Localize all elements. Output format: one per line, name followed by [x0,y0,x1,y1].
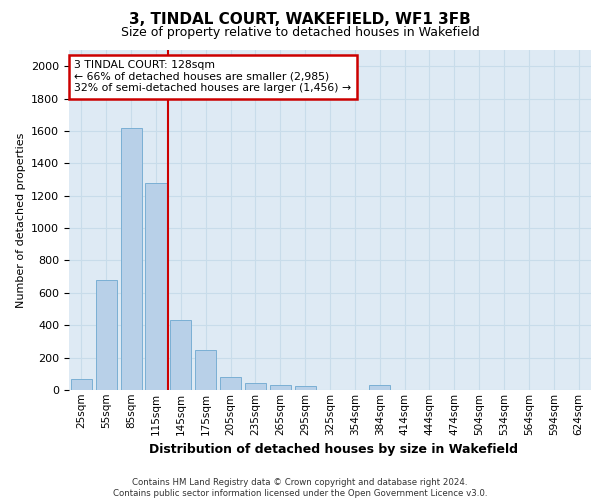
Bar [121,128,142,390]
Bar [245,382,266,390]
Y-axis label: Number of detached properties: Number of detached properties [16,132,26,308]
Bar [295,386,316,390]
Bar [170,320,191,390]
Bar [369,385,390,390]
Text: Distribution of detached houses by size in Wakefield: Distribution of detached houses by size … [149,442,517,456]
Bar [195,350,216,390]
Text: Contains HM Land Registry data © Crown copyright and database right 2024.
Contai: Contains HM Land Registry data © Crown c… [113,478,487,498]
Text: 3, TINDAL COURT, WAKEFIELD, WF1 3FB: 3, TINDAL COURT, WAKEFIELD, WF1 3FB [129,12,471,28]
Bar [220,377,241,390]
Text: Size of property relative to detached houses in Wakefield: Size of property relative to detached ho… [121,26,479,39]
Bar [71,380,92,390]
Bar [145,183,167,390]
Bar [96,280,117,390]
Bar [270,386,291,390]
Text: 3 TINDAL COURT: 128sqm
← 66% of detached houses are smaller (2,985)
32% of semi-: 3 TINDAL COURT: 128sqm ← 66% of detached… [74,60,352,94]
